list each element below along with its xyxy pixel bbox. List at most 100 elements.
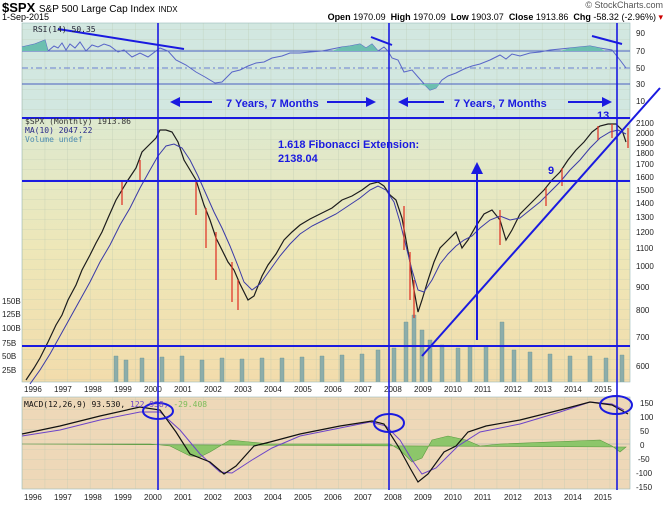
x-axis-middle: 1996 1997 1998 1999 2000 2001 2002 2003 … <box>24 385 612 394</box>
price-legend: $SPX (Monthly) 1913.86 MA(10) 2047.22 Vo… <box>25 117 131 144</box>
svg-text:1200: 1200 <box>636 228 654 237</box>
wave-9-label: 9 <box>548 165 554 177</box>
macd-legend: MACD(12,26,9) 93.530, 122.938, -29.408 <box>24 400 207 409</box>
svg-text:2007: 2007 <box>354 385 372 394</box>
down-arrow-icon: ▾ <box>658 12 663 22</box>
svg-text:2011: 2011 <box>474 493 492 502</box>
svg-text:800: 800 <box>636 306 650 315</box>
svg-text:2006: 2006 <box>324 385 342 394</box>
span-label-2: 7 Years, 7 Months <box>454 98 547 110</box>
svg-text:1300: 1300 <box>636 213 654 222</box>
svg-text:100: 100 <box>640 413 654 422</box>
svg-text:2015: 2015 <box>594 493 612 502</box>
macd-line <box>21 401 629 483</box>
svg-text:1700: 1700 <box>636 160 654 169</box>
svg-text:1400: 1400 <box>636 199 654 208</box>
fib-label-line1: 1.618 Fibonacci Extension: <box>278 139 419 151</box>
price-axis: 2100 2000 1900 1800 1700 1600 1500 1400 … <box>636 119 654 371</box>
svg-text:75B: 75B <box>2 339 16 348</box>
svg-text:2013: 2013 <box>534 493 552 502</box>
svg-text:1800: 1800 <box>636 149 654 158</box>
svg-text:2005: 2005 <box>294 493 312 502</box>
svg-text:Volume undef: Volume undef <box>25 135 83 144</box>
svg-text:70: 70 <box>636 47 645 56</box>
x-axis-bottom: 1996 1997 1998 1999 2000 2001 2002 2003 … <box>24 493 612 502</box>
svg-text:1100: 1100 <box>636 244 654 253</box>
svg-text:2008: 2008 <box>384 385 402 394</box>
span-arrows <box>170 97 612 107</box>
svg-text:2004: 2004 <box>264 385 282 394</box>
wave-13-label: 13 <box>597 110 609 122</box>
svg-text:1999: 1999 <box>114 385 132 394</box>
span-label-1: 7 Years, 7 Months <box>226 98 319 110</box>
svg-text:1999: 1999 <box>114 493 132 502</box>
svg-text:MA(10) 2047.22: MA(10) 2047.22 <box>25 126 93 135</box>
svg-text:2001: 2001 <box>174 493 192 502</box>
svg-text:100B: 100B <box>2 324 21 333</box>
svg-text:2005: 2005 <box>294 385 312 394</box>
svg-text:2002: 2002 <box>204 493 222 502</box>
svg-text:2011: 2011 <box>474 385 492 394</box>
svg-text:2002: 2002 <box>204 385 222 394</box>
svg-text:2000: 2000 <box>144 493 162 502</box>
svg-text:2012: 2012 <box>504 493 522 502</box>
svg-text:2003: 2003 <box>234 385 252 394</box>
price-bars <box>25 123 627 381</box>
svg-text:2007: 2007 <box>354 493 372 502</box>
svg-text:-50: -50 <box>638 455 650 464</box>
svg-text:1997: 1997 <box>54 385 72 394</box>
macd-pane <box>21 395 633 490</box>
chart-header: $SPX S&P 500 Large Cap Index INDX 1-Sep-… <box>0 0 667 24</box>
price-pane <box>21 87 661 385</box>
svg-text:25B: 25B <box>2 366 16 375</box>
svg-text:2009: 2009 <box>414 493 432 502</box>
svg-text:2000: 2000 <box>144 385 162 394</box>
svg-text:2013: 2013 <box>534 385 552 394</box>
svg-text:1998: 1998 <box>84 493 102 502</box>
svg-text:50: 50 <box>640 427 649 436</box>
svg-text:1000: 1000 <box>636 262 654 271</box>
down-bars <box>121 124 629 318</box>
exchange: INDX <box>158 5 178 14</box>
ohlc-summary: Open 1970.09 High 1970.09 Low 1903.07 Cl… <box>327 12 663 22</box>
svg-text:1900: 1900 <box>636 139 654 148</box>
chart-date: 1-Sep-2015 <box>2 12 50 22</box>
svg-text:1996: 1996 <box>24 493 42 502</box>
svg-text:150: 150 <box>640 399 654 408</box>
rsi-axis: 90 70 50 30 10 <box>636 29 645 106</box>
svg-text:2001: 2001 <box>174 385 192 394</box>
svg-text:1997: 1997 <box>54 493 72 502</box>
svg-text:-150: -150 <box>636 483 653 492</box>
volume-axis: 150B 125B 100B 75B 50B 25B <box>2 297 21 375</box>
svg-text:10: 10 <box>636 97 645 106</box>
svg-text:600: 600 <box>636 362 650 371</box>
svg-text:700: 700 <box>636 333 650 342</box>
svg-text:50: 50 <box>636 64 645 73</box>
svg-text:2006: 2006 <box>324 493 342 502</box>
svg-text:1600: 1600 <box>636 173 654 182</box>
svg-text:$SPX (Monthly) 1913.86: $SPX (Monthly) 1913.86 <box>25 117 131 126</box>
svg-text:2014: 2014 <box>564 385 582 394</box>
rsi-legend: RSI(14) 50.35 <box>33 25 96 34</box>
svg-text:2010: 2010 <box>444 493 462 502</box>
svg-text:2015: 2015 <box>594 385 612 394</box>
brand-watermark: © StockCharts.com <box>585 0 663 10</box>
ma10-line <box>29 129 627 385</box>
svg-text:150B: 150B <box>2 297 21 306</box>
rsi-pane <box>21 22 631 119</box>
svg-text:0: 0 <box>640 441 645 450</box>
svg-text:2003: 2003 <box>234 493 252 502</box>
svg-text:2010: 2010 <box>444 385 462 394</box>
svg-text:2008: 2008 <box>384 493 402 502</box>
svg-text:2014: 2014 <box>564 493 582 502</box>
svg-text:2000: 2000 <box>636 129 654 138</box>
svg-text:90: 90 <box>636 29 645 38</box>
svg-text:2100: 2100 <box>636 119 654 128</box>
svg-text:50B: 50B <box>2 352 16 361</box>
macd-axis: 150 100 50 0 -50 -100 -150 <box>636 399 654 492</box>
svg-text:1998: 1998 <box>84 385 102 394</box>
svg-text:30: 30 <box>636 80 645 89</box>
index-name: S&P 500 Large Cap Index <box>38 4 155 15</box>
svg-text:125B: 125B <box>2 310 21 319</box>
